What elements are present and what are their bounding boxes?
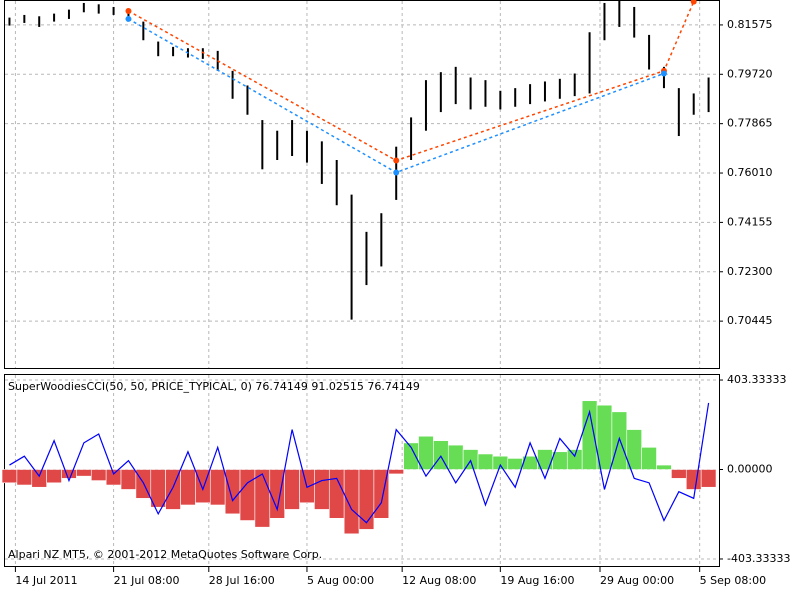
- histogram-bar: [76, 469, 92, 477]
- histogram-bar: [566, 449, 583, 470]
- histogram-bar: [209, 469, 226, 506]
- histogram-bar: [120, 469, 137, 490]
- histogram-bar: [552, 451, 568, 470]
- x-tick-label: 19 Aug 16:00: [500, 574, 574, 587]
- histogram-bar: [641, 447, 657, 470]
- x-tick-label: 5 Aug 00:00: [307, 574, 374, 587]
- histogram-bar: [254, 469, 271, 528]
- zigzag-point: [125, 7, 132, 14]
- zigzag-line: [128, 1, 695, 162]
- histogram-bar: [418, 435, 434, 470]
- x-tick-label: 28 Jul 16:00: [209, 574, 275, 587]
- histogram-bar: [343, 469, 360, 535]
- y-tick-label: 0.74155: [727, 215, 773, 228]
- histogram-bar: [90, 469, 107, 481]
- zigzag-point: [393, 169, 400, 176]
- histogram-bar: [685, 469, 702, 490]
- histogram-bar: [46, 469, 62, 484]
- histogram-bar: [492, 455, 509, 470]
- histogram-bar: [388, 469, 404, 475]
- y-tick-label: 0.76010: [727, 166, 773, 179]
- y-tick-label: 0.81575: [727, 18, 773, 31]
- histogram-bar: [328, 469, 345, 519]
- indicator-title: SuperWoodiesCCI(50, 50, PRICE_TYPICAL, 0…: [8, 380, 420, 393]
- histogram-bar: [671, 469, 687, 479]
- histogram-bar: [105, 469, 122, 486]
- histogram-bar: [656, 464, 672, 470]
- y-tick-label: 0.77865: [727, 117, 773, 130]
- footer: Alpari NZ MT5, © 2001-2012 MetaQuotes So…: [8, 548, 322, 561]
- histogram-bar: [180, 469, 196, 506]
- x-tick-label: 12 Aug 08:00: [402, 574, 476, 587]
- histogram-bar: [31, 469, 47, 488]
- cci-line: [9, 402, 710, 524]
- x-tick-label: 21 Jul 08:00: [114, 574, 180, 587]
- x-tick-label: 29 Aug 00:00: [600, 574, 674, 587]
- zigzag-point: [393, 157, 400, 164]
- y-tick-label: 0.00000: [727, 463, 773, 476]
- y-tick-label: 0.79720: [727, 67, 773, 80]
- histogram-bar: [477, 453, 494, 470]
- histogram-bar: [447, 444, 464, 470]
- x-tick-label: 5 Sep 08:00: [700, 574, 766, 587]
- histogram-bar: [611, 411, 628, 470]
- histogram-bar: [284, 469, 300, 510]
- y-tick-label: 0.70445: [727, 314, 773, 327]
- main-frame: [4, 0, 720, 369]
- zigzag-point: [690, 0, 697, 5]
- histogram-bar: [61, 469, 77, 479]
- y-tick-label: -403.33333: [727, 552, 790, 565]
- histogram-bar: [507, 458, 523, 470]
- histogram-bar: [269, 469, 285, 519]
- histogram-bar: [358, 469, 375, 530]
- histogram-bar: [150, 469, 166, 508]
- histogram-bar: [239, 469, 256, 521]
- histogram-bar: [314, 469, 330, 510]
- histogram-bar: [462, 449, 479, 470]
- histogram-bar: [700, 469, 717, 488]
- zigzag-point: [125, 15, 132, 22]
- y-tick-label: 0.72300: [727, 265, 773, 278]
- histogram-bar: [1, 469, 18, 484]
- histogram-bar: [16, 469, 33, 486]
- y-tick-label: 403.33333: [727, 373, 787, 386]
- x-tick-label: 14 Jul 2011: [15, 574, 77, 587]
- zigzag-point: [660, 70, 667, 77]
- histogram-bar: [224, 469, 241, 515]
